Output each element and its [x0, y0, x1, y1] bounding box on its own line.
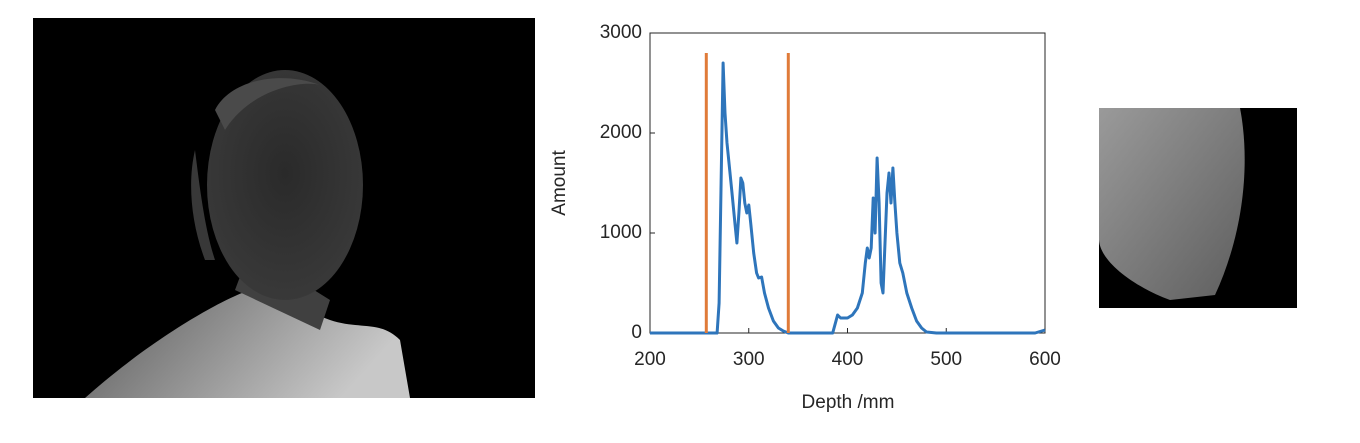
y-tick-label: 3000	[600, 22, 642, 43]
y-tick-label: 1000	[600, 222, 642, 243]
histogram-line	[650, 61, 1046, 335]
y-axis-label: Amount	[549, 150, 570, 216]
x-tick-label: 200	[634, 349, 666, 370]
cropped-face	[1099, 108, 1297, 308]
depth-image	[33, 18, 535, 398]
y-tick-label: 2000	[600, 122, 642, 143]
y-tick-label: 0	[631, 322, 642, 343]
x-tick-label: 500	[930, 349, 962, 370]
x-tick-label: 600	[1029, 349, 1061, 370]
x-tick-label: 300	[733, 349, 765, 370]
x-tick-label: 400	[832, 349, 864, 370]
plot-frame	[649, 32, 1046, 334]
x-axis-label: Depth /mm	[802, 392, 895, 413]
